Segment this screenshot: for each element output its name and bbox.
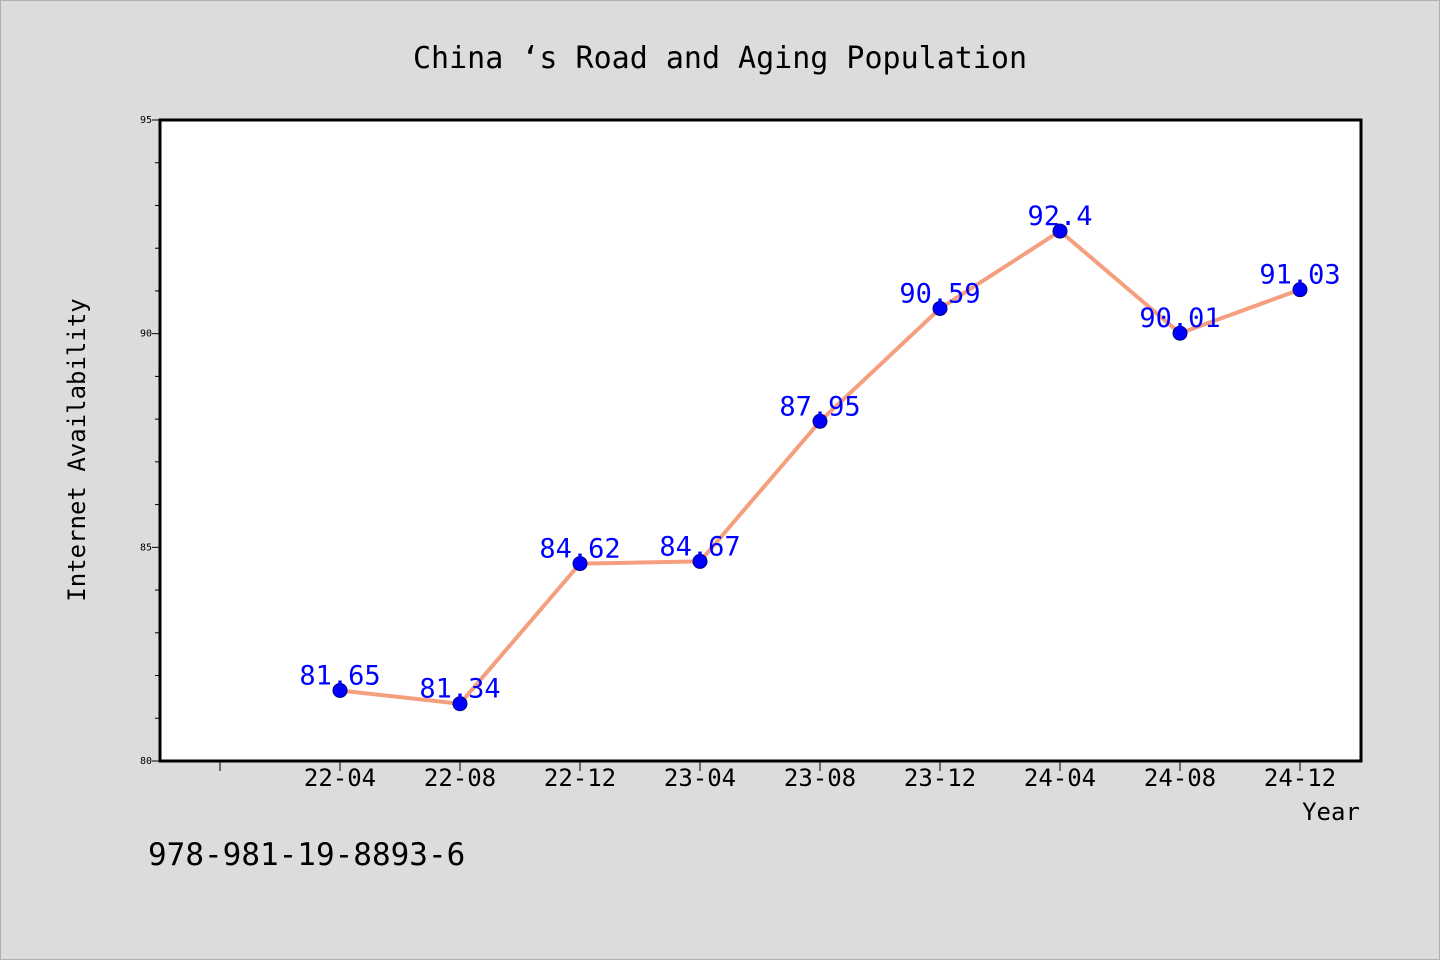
x-tick-label: 23-08	[784, 764, 856, 792]
x-axis: 22-04 22-08 22-12 23-04 23-08 23-12 24-04 24-08…	[219, 761, 1336, 792]
y-tick-label: 90	[140, 329, 152, 340]
data-label: 91.03	[1259, 260, 1340, 291]
y-tick-label: 85	[140, 542, 152, 553]
y-tick-label: 80	[140, 756, 152, 767]
data-point	[812, 413, 828, 429]
data-point	[692, 553, 708, 569]
x-tick-label: 23-04	[664, 764, 736, 792]
data-point	[1292, 282, 1308, 298]
data-point	[572, 556, 588, 572]
y-tick-label: 95	[140, 115, 152, 126]
y-axis-title: Internet Availability	[63, 298, 91, 601]
data-point	[1052, 223, 1068, 239]
isbn-footnote: 978-981-19-8893-6	[148, 837, 465, 873]
x-tick-label: 24-08	[1144, 764, 1216, 792]
data-label: 92.4	[1027, 201, 1092, 232]
data-point	[452, 696, 468, 712]
x-tick-label: 22-04	[304, 764, 376, 792]
x-tick-label: 24-04	[1024, 764, 1096, 792]
data-point	[332, 682, 348, 698]
x-tick-label: 24-12	[1264, 764, 1336, 792]
chart-title: China ‘s Road and Aging Population	[413, 41, 1027, 76]
data-label: 87.95	[779, 391, 860, 422]
data-label: 90.59	[899, 278, 980, 309]
x-tick-label: 22-12	[544, 764, 616, 792]
plot-area	[158, 118, 1363, 763]
x-tick-label: 23-12	[904, 764, 976, 792]
data-label: 84.62	[539, 534, 620, 565]
data-point	[1172, 325, 1188, 341]
x-tick-label: 22-08	[424, 764, 496, 792]
data-label: 81.34	[419, 674, 500, 705]
data-series	[332, 223, 1308, 712]
data-label: 81.65	[299, 660, 380, 691]
y-axis: 80 85 90 95	[140, 115, 160, 767]
data-labels: 81.65 81.34 84.62 84.67 87.95 90.59 92.4 90.01 9…	[299, 201, 1340, 705]
x-axis-title: Year	[1302, 798, 1360, 826]
data-label: 84.67	[659, 531, 740, 562]
data-label: 90.01	[1139, 303, 1220, 334]
data-point	[932, 300, 948, 316]
